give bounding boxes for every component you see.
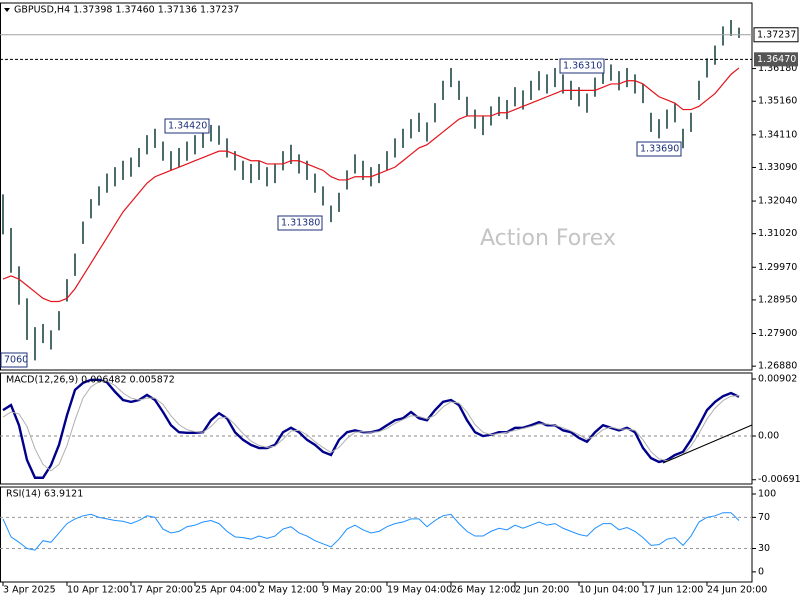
x-tick-label: 17 Apr 20:00 <box>131 585 193 596</box>
annotation: 1.31380 <box>281 218 320 229</box>
y-tick-label: 1.34110 <box>758 129 797 140</box>
y-tick-label: 0 <box>758 566 764 577</box>
x-tick-label: 2 Jun 20:00 <box>515 585 569 596</box>
y-tick-label: 30 <box>758 543 770 554</box>
x-tick-label: 3 Apr 2025 <box>3 585 56 596</box>
panel-title: MACD(12,26,9) 0.006482 0.005872 <box>6 375 175 386</box>
panel-frame <box>0 372 753 485</box>
x-tick-label: 17 Jun 12:00 <box>643 585 703 596</box>
x-tick-label: 2 May 12:00 <box>259 585 318 596</box>
trend-line <box>662 424 753 464</box>
indicator-line <box>2 512 740 551</box>
y-tick-label: 0.00902 <box>758 374 797 385</box>
y-tick-label: 1.36180 <box>758 63 797 74</box>
y-tick-label: 1.33090 <box>758 162 797 173</box>
x-tick-label: 25 Apr 04:00 <box>195 585 257 596</box>
last-price-box <box>753 27 799 43</box>
level-label: 1.36470 <box>757 54 796 65</box>
y-tick-label: 1.28950 <box>758 294 797 305</box>
watermark: Action Forex <box>480 226 616 251</box>
x-tick-label: 24 Jun 20:00 <box>707 585 767 596</box>
y-tick-label: 1.31020 <box>758 228 797 239</box>
annotation: 1.34420 <box>168 121 207 132</box>
y-tick-label: 1.35160 <box>758 96 797 107</box>
panel-frame <box>0 486 753 583</box>
y-tick-label: 100 <box>758 489 776 500</box>
annotation-box <box>277 215 323 231</box>
panel-title: RSI(14) 63.9121 <box>6 489 83 500</box>
y-tick-label: -0.006915 <box>758 474 800 485</box>
y-tick-label: 0.00 <box>758 431 779 442</box>
panel-frame <box>0 2 753 371</box>
x-tick-label: 10 Apr 12:00 <box>67 585 129 596</box>
y-tick-label: 1.32040 <box>758 196 797 207</box>
y-tick-label: 1.27900 <box>758 328 797 339</box>
annotation: 1.36310 <box>563 61 602 72</box>
annotation-box <box>559 58 605 74</box>
title-marker <box>4 8 10 12</box>
level-box <box>754 52 798 67</box>
y-tick-label: 1.26880 <box>758 361 797 372</box>
annotation-box <box>636 141 682 157</box>
x-tick-label: 10 Jun 04:00 <box>579 585 639 596</box>
x-tick-label: 19 May 04:00 <box>387 585 452 596</box>
moving-average <box>2 67 740 303</box>
indicator-line <box>2 380 740 472</box>
x-tick-label: 9 May 20:00 <box>323 585 382 596</box>
annotation: 7060 <box>4 355 28 366</box>
x-tick-label: 26 May 12:00 <box>451 585 516 596</box>
annotation-box <box>0 352 28 368</box>
y-tick-label: 70 <box>758 512 770 523</box>
annotation-box <box>164 118 210 134</box>
last-price-label: 1.37237 <box>757 29 796 40</box>
panel-title: GBPUSD,H4 1.37398 1.37460 1.37136 1.3723… <box>14 5 239 16</box>
y-tick-label: 1.29970 <box>758 262 797 273</box>
annotation: 1.33690 <box>640 144 679 155</box>
